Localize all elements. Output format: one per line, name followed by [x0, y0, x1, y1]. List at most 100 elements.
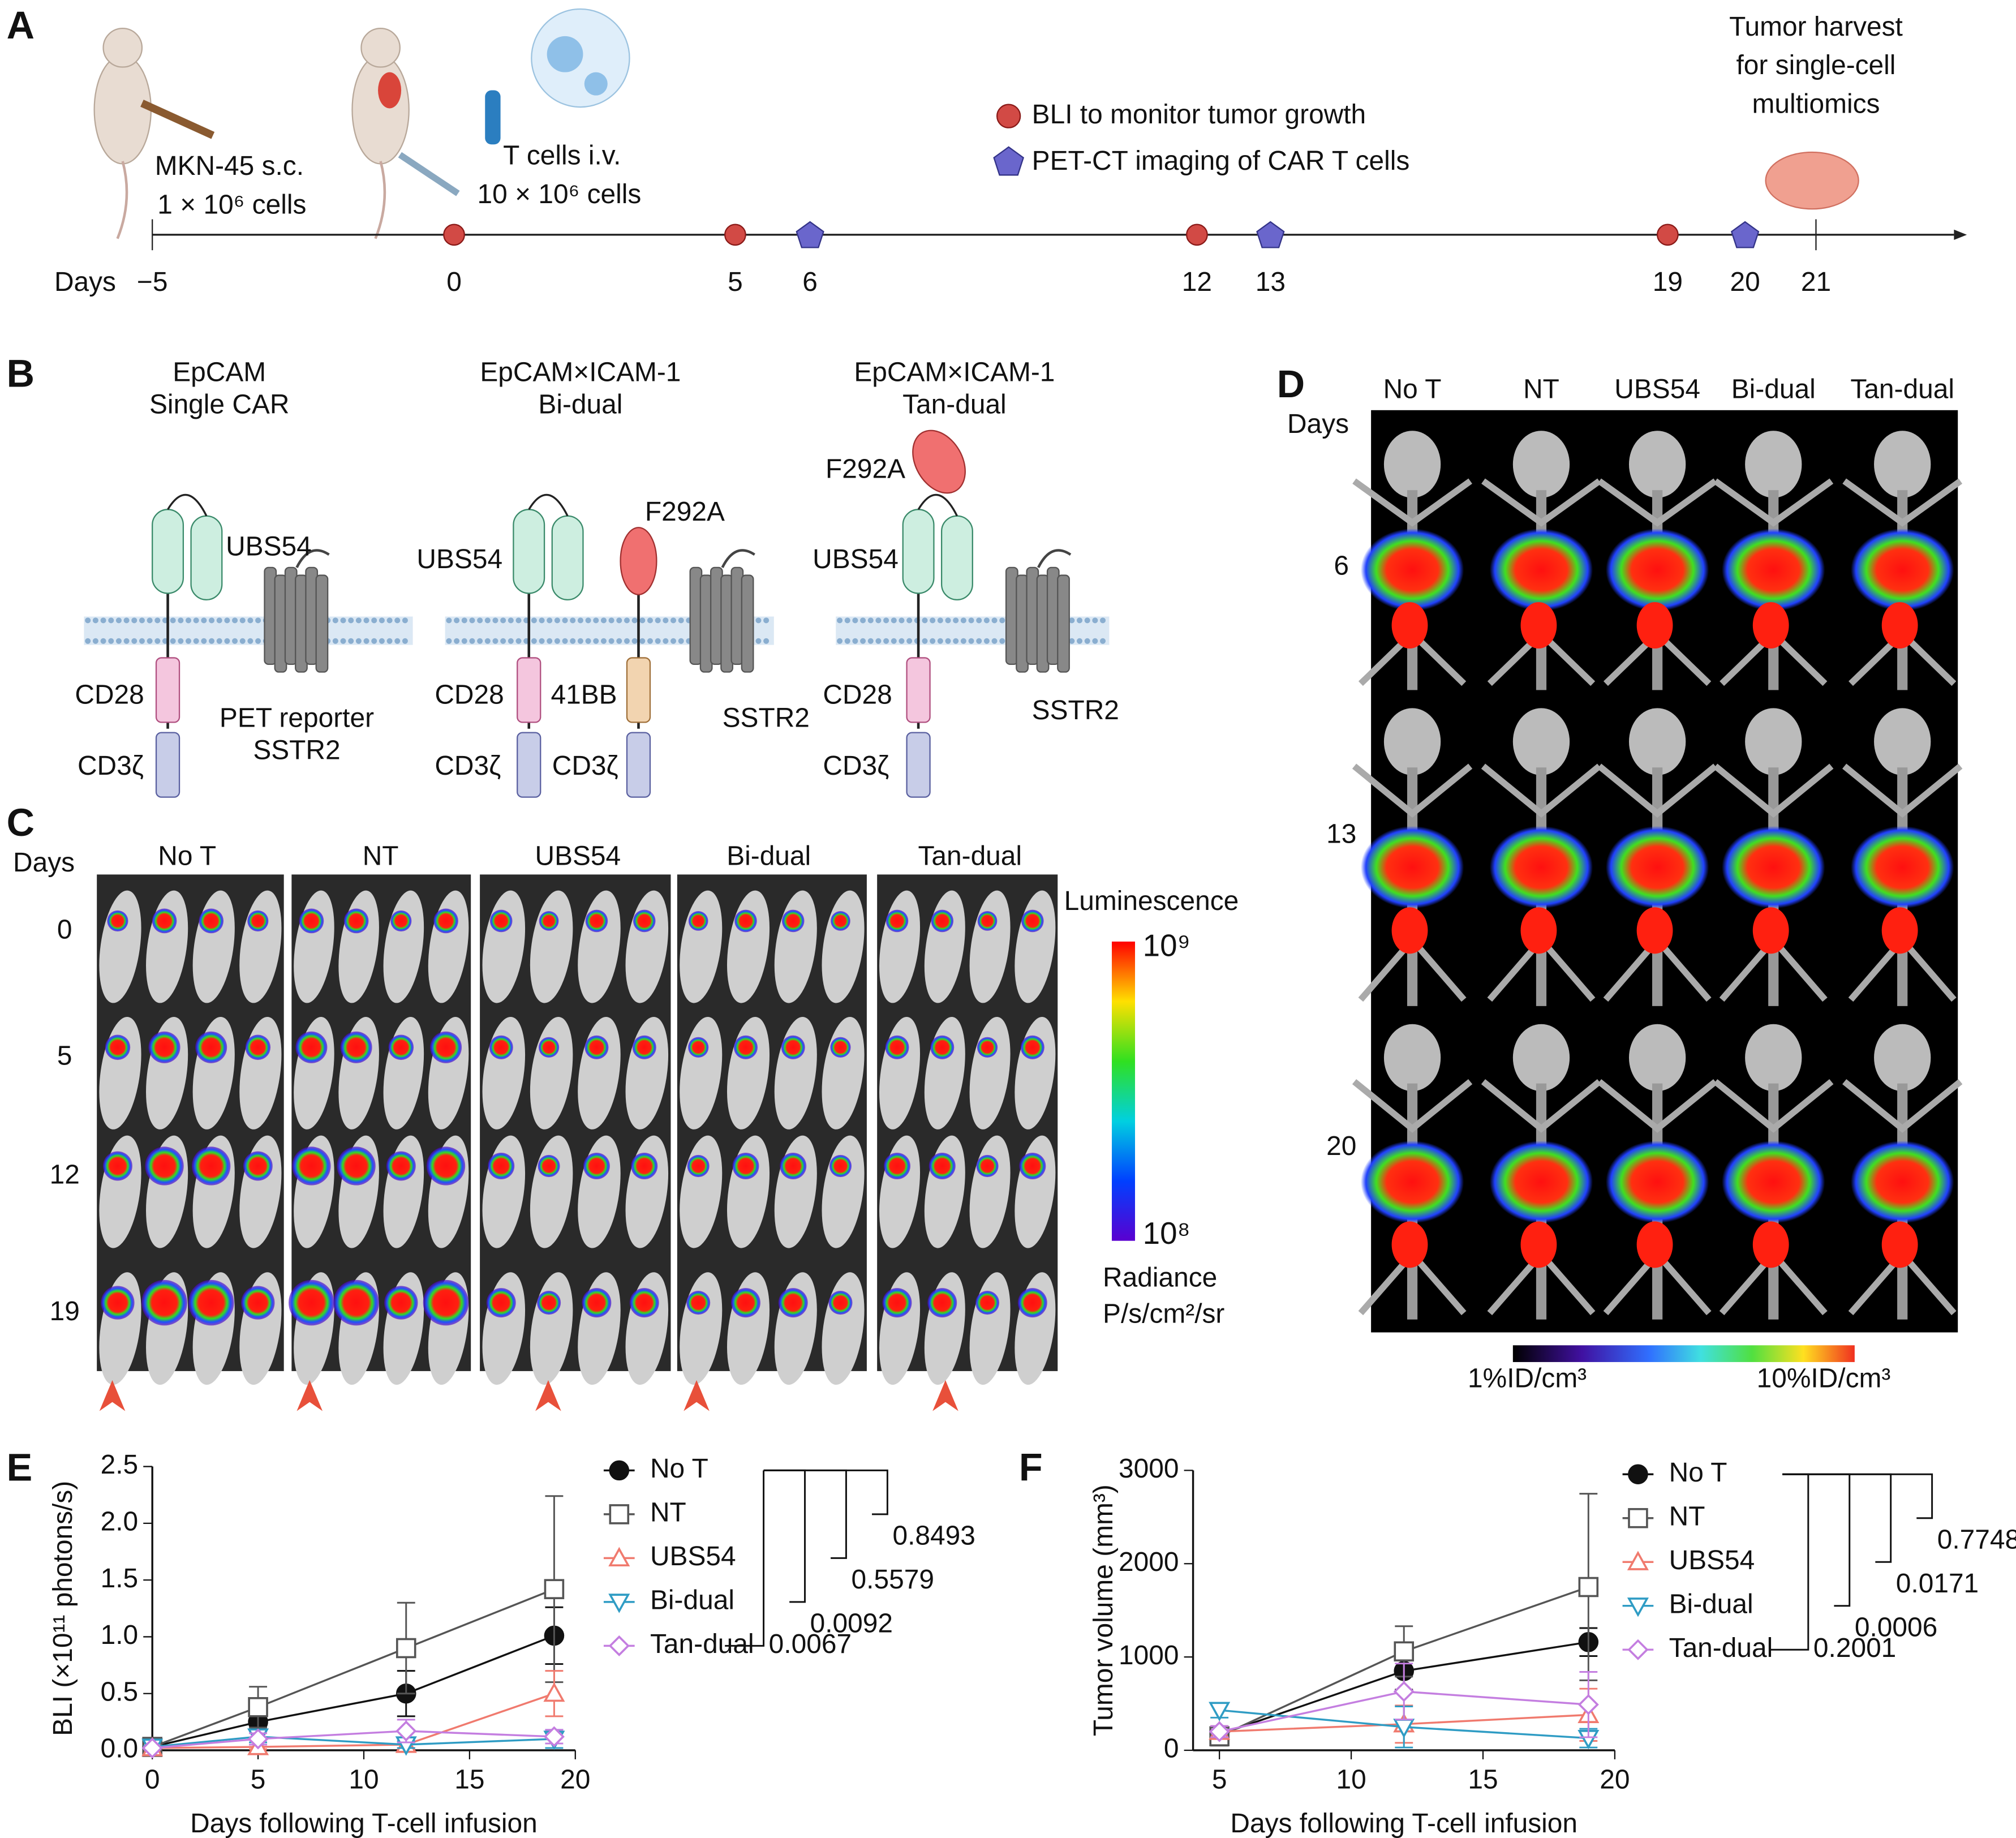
lipid [593, 638, 599, 644]
bli-signal [686, 1291, 711, 1315]
lipid [647, 617, 654, 624]
lipid [678, 617, 684, 624]
lipid [983, 638, 990, 644]
bli-signal [145, 1146, 184, 1186]
group-label: UBS54 [535, 841, 621, 871]
group-label: NT [363, 841, 399, 871]
pet-signal [1851, 826, 1954, 909]
bracket [763, 1469, 806, 1603]
panel-letter: B [7, 353, 35, 396]
pet-signal [1605, 529, 1709, 611]
lipid [402, 617, 408, 624]
bli-signal [107, 910, 128, 932]
skeleton-head [1874, 431, 1931, 498]
lipid [585, 617, 591, 624]
x-axis-label: Days following T-cell infusion [1230, 1809, 1577, 1838]
series-line [152, 1730, 554, 1749]
lipid [547, 617, 553, 624]
lipid [976, 617, 982, 624]
lipid [899, 617, 905, 624]
bli-signal [733, 1035, 758, 1059]
lipid [100, 617, 106, 624]
lipid [209, 617, 215, 624]
lipid [1084, 617, 1090, 624]
group-label: Tan-dual [1850, 374, 1954, 404]
lipid [554, 617, 560, 624]
skeleton-head [1512, 1024, 1570, 1092]
cd3z [626, 732, 651, 798]
lipid [108, 617, 114, 624]
lipid [115, 638, 122, 644]
construct-label: CD28 [435, 680, 504, 710]
pet-signal [1520, 602, 1557, 649]
bli-signal [386, 1151, 416, 1181]
construct-label: CD28 [75, 680, 144, 710]
p-value: 0.0171 [1896, 1569, 1979, 1599]
bli-signal [633, 909, 656, 933]
cd28 [155, 657, 180, 723]
bli-signal [632, 1035, 656, 1059]
y-axis-label: Tumor volume (mm³) [1089, 1484, 1119, 1736]
bli-signal [583, 1152, 610, 1180]
marker [608, 1594, 630, 1613]
bli-signal [486, 1288, 516, 1318]
bli-signal [828, 1291, 853, 1315]
bli-signal [384, 1286, 418, 1320]
lipid [402, 638, 408, 644]
pet-signal [1489, 1140, 1593, 1223]
bli-signal [488, 1152, 515, 1180]
marker [396, 1720, 417, 1742]
y-tick-label: 0 [1164, 1734, 1179, 1764]
pet-signal [1360, 826, 1464, 909]
pet-signal [1636, 1221, 1673, 1268]
construct-title: EpCAM×ICAM-1 [854, 358, 1055, 388]
skeleton-head [1383, 431, 1441, 498]
pet-signal [1360, 529, 1464, 611]
mouse-body [351, 54, 410, 165]
marker [543, 1682, 565, 1702]
lipid [379, 617, 385, 624]
sstr2-tail [721, 549, 755, 568]
construct-title: Tan-dual [902, 390, 1007, 420]
lipid [193, 617, 199, 624]
tube [485, 90, 501, 145]
y-tick-label: 1000 [1119, 1641, 1179, 1670]
lipid [1092, 638, 1098, 644]
pet-signal [1752, 907, 1789, 954]
lipid [945, 617, 951, 624]
lipid [577, 638, 583, 644]
bli-signal [343, 908, 369, 934]
lipid [991, 617, 998, 624]
lipid [991, 638, 998, 644]
construct-label: CD3ζ [552, 751, 618, 781]
mouse-tail [374, 161, 386, 239]
skeleton-head [1874, 708, 1931, 775]
lipid [639, 638, 646, 644]
marker [609, 1504, 630, 1524]
x-tick-label: 0 [145, 1764, 160, 1794]
x-tick-label: 20 [1600, 1764, 1630, 1794]
day-tick-label: 20 [1730, 267, 1760, 297]
bli-signal [429, 1031, 462, 1063]
annotation: MKN-45 s.c. [155, 151, 304, 181]
bli-signal [734, 909, 757, 933]
colorbar [1111, 941, 1136, 1241]
lipid [363, 638, 369, 644]
marker [609, 1460, 630, 1481]
bli-signal [292, 1146, 331, 1186]
bli-marker [724, 224, 746, 246]
pet-signal [1752, 1221, 1789, 1268]
bli-signal [539, 911, 559, 931]
group-label: NT [1523, 374, 1559, 404]
lipid [201, 638, 207, 644]
bracket [1782, 1473, 1933, 1519]
lipid [616, 638, 622, 644]
lipid [852, 617, 858, 624]
marker [1627, 1551, 1649, 1570]
skeleton-head [1745, 1024, 1802, 1092]
bli-signal [141, 1279, 187, 1326]
lipid [85, 617, 91, 624]
bli-signal [433, 908, 458, 934]
lipid [837, 617, 843, 624]
panel-letter: D [1277, 363, 1305, 406]
